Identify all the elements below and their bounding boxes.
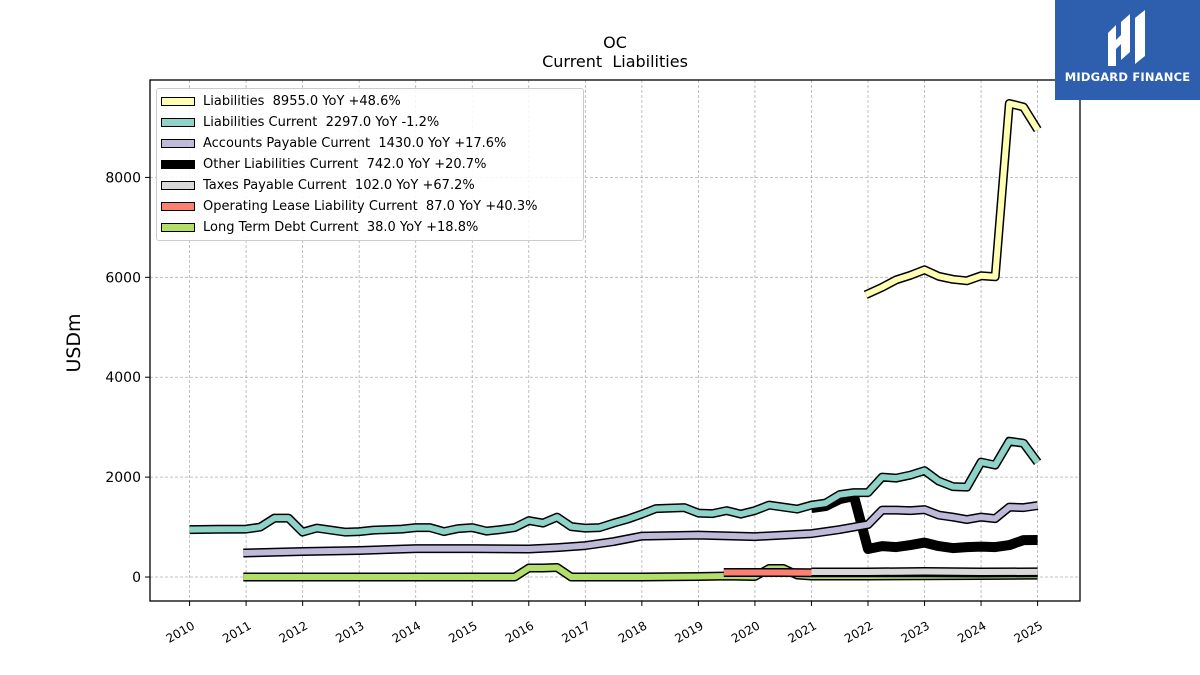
chart-subtitle: Current Liabilities — [542, 52, 688, 71]
series-line-liabilities-current — [189, 438, 1041, 536]
legend-swatch — [161, 159, 195, 169]
x-tick-label: 2024 — [955, 618, 988, 645]
series-outline-liabilities — [863, 99, 1042, 299]
x-tick-label: 2021 — [786, 618, 819, 645]
legend-item: Accounts Payable Current 1430.0 YoY +17.… — [161, 134, 506, 152]
series-taxes-payable-current — [811, 567, 1038, 577]
legend-item: Liabilities 8955.0 YoY +48.6% — [161, 92, 401, 110]
x-tick-label: 2015 — [446, 618, 479, 645]
legend-swatch — [161, 180, 195, 190]
legend-item: Other Liabilities Current 742.0 YoY +20.… — [161, 155, 486, 173]
legend-swatch — [161, 117, 195, 127]
legend: Liabilities 8955.0 YoY +48.6% Liabilities… — [156, 88, 584, 241]
y-axis-label: USDm — [63, 313, 85, 372]
brand-name: MIDGARD FINANCE — [1064, 70, 1191, 84]
series-liabilities-current — [189, 436, 1042, 537]
legend-label: Other Liabilities Current 742.0 YoY +20.… — [203, 156, 487, 172]
legend-label: Operating Lease Liability Current 87.0 Y… — [203, 198, 538, 214]
legend-item: Long Term Debt Current 38.0 YoY +18.8% — [161, 218, 478, 236]
legend-label: Liabilities Current 2297.0 YoY -1.2% — [203, 114, 440, 130]
y-tick-label: 0 — [132, 570, 141, 586]
x-tick-label: 2011 — [220, 618, 253, 645]
brand-logo: MIDGARD FINANCE — [1055, 0, 1200, 100]
y-tick-label: 6000 — [105, 270, 141, 286]
x-tick-label: 2010 — [164, 618, 197, 645]
x-tick-label: 2020 — [729, 618, 762, 645]
series-liabilities — [863, 99, 1042, 299]
x-tick-label: 2017 — [559, 618, 592, 645]
y-tick-label: 8000 — [105, 170, 141, 186]
y-tick-label: 2000 — [105, 470, 141, 486]
legend-label: Long Term Debt Current 38.0 YoY +18.8% — [203, 219, 479, 235]
x-tick-label: 2016 — [503, 618, 536, 645]
x-tick-label: 2025 — [1012, 618, 1045, 645]
plot-area-frame — [149, 79, 1081, 602]
series-accounts-payable-current — [243, 501, 1039, 558]
series-line-liabilities — [864, 100, 1041, 298]
y-tick-label: 4000 — [105, 370, 141, 386]
series-outline-liabilities-current — [189, 436, 1042, 537]
x-tick-label: 2018 — [616, 618, 649, 645]
legend-label: Accounts Payable Current 1430.0 YoY +17.… — [203, 135, 507, 151]
series-layer — [189, 99, 1042, 582]
legend-swatch — [161, 138, 195, 148]
x-tick-label: 2014 — [390, 618, 423, 645]
legend-swatch — [161, 222, 195, 232]
legend-label: Liabilities 8955.0 YoY +48.6% — [203, 93, 401, 109]
legend-item: Liabilities Current 2297.0 YoY -1.2% — [161, 113, 439, 131]
x-tick-label: 2019 — [672, 618, 705, 645]
chart-title: OC — [603, 33, 627, 52]
legend-swatch — [161, 96, 195, 106]
legend-label: Taxes Payable Current 102.0 YoY +67.2% — [203, 177, 475, 193]
legend-swatch — [161, 201, 195, 211]
x-tick-label: 2013 — [333, 618, 366, 645]
logo-mark-icon — [1108, 10, 1145, 66]
x-tick-label: 2022 — [842, 618, 875, 645]
series-line-taxes-payable-current — [811, 568, 1038, 575]
legend-item: Operating Lease Liability Current 87.0 Y… — [161, 197, 537, 215]
x-tick-label: 2012 — [277, 618, 310, 645]
legend-item: Taxes Payable Current 102.0 YoY +67.2% — [161, 176, 475, 194]
series-line-accounts-payable-current — [243, 502, 1039, 556]
x-tick-label: 2023 — [899, 618, 932, 645]
